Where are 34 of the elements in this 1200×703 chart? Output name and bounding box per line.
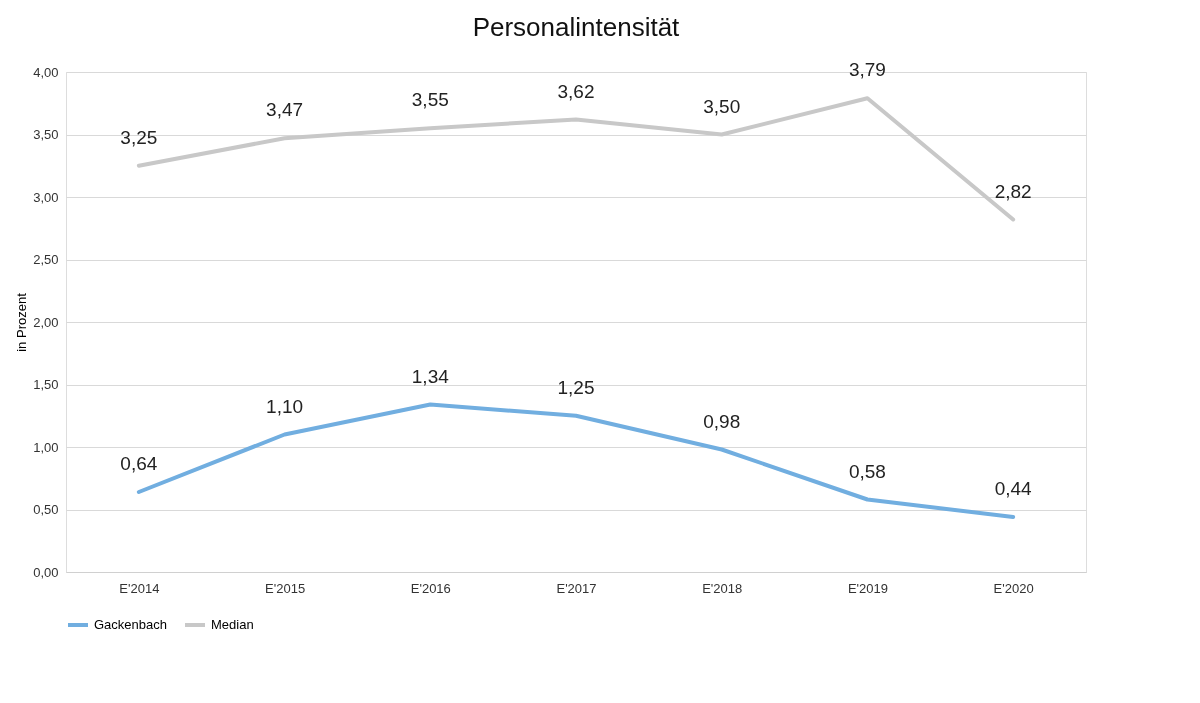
data-label: 1,25 xyxy=(557,376,595,398)
chart-title: Personalintensität xyxy=(472,12,681,43)
data-label: 2,82 xyxy=(994,180,1032,202)
data-label: 3,25 xyxy=(120,126,158,148)
data-label: 3,62 xyxy=(557,80,595,102)
data-label: 3,50 xyxy=(703,95,741,117)
x-tick-label: E'2014 xyxy=(119,580,160,596)
data-label: 0,58 xyxy=(848,460,886,482)
y-axis-title: in Prozent xyxy=(14,292,30,352)
legend-label: Median xyxy=(211,617,254,632)
x-tick-label: E'2018 xyxy=(702,580,743,596)
data-label: 1,34 xyxy=(411,365,450,387)
x-tick-label: E'2015 xyxy=(265,580,306,596)
data-label: 0,64 xyxy=(120,453,158,474)
data-label: 3,55 xyxy=(411,89,449,111)
y-tick-label: 2,50 xyxy=(33,252,59,267)
y-tick-label: 3,50 xyxy=(33,127,59,142)
x-tick-label: E'2020 xyxy=(993,580,1034,596)
data-label: 1,10 xyxy=(266,395,304,417)
y-tick-label: 1,00 xyxy=(33,439,59,455)
y-tick-label: 0,00 xyxy=(33,564,59,580)
y-tick-label: 0,50 xyxy=(33,502,59,517)
x-tick-label: E'2017 xyxy=(556,580,597,596)
data-label: 3,79 xyxy=(848,59,886,81)
y-tick-label: 3,00 xyxy=(33,189,59,205)
legend-label: Gackenbach xyxy=(94,617,167,632)
y-tick-label: 4,00 xyxy=(33,64,59,80)
data-label: 0,44 xyxy=(994,478,1033,499)
data-label: 3,47 xyxy=(266,99,304,121)
data-label: 0,98 xyxy=(703,410,741,432)
x-tick-label: E'2016 xyxy=(410,580,451,596)
y-tick-label: 2,00 xyxy=(33,314,59,330)
x-tick-label: E'2019 xyxy=(847,580,888,596)
y-tick-label: 1,50 xyxy=(33,377,59,392)
